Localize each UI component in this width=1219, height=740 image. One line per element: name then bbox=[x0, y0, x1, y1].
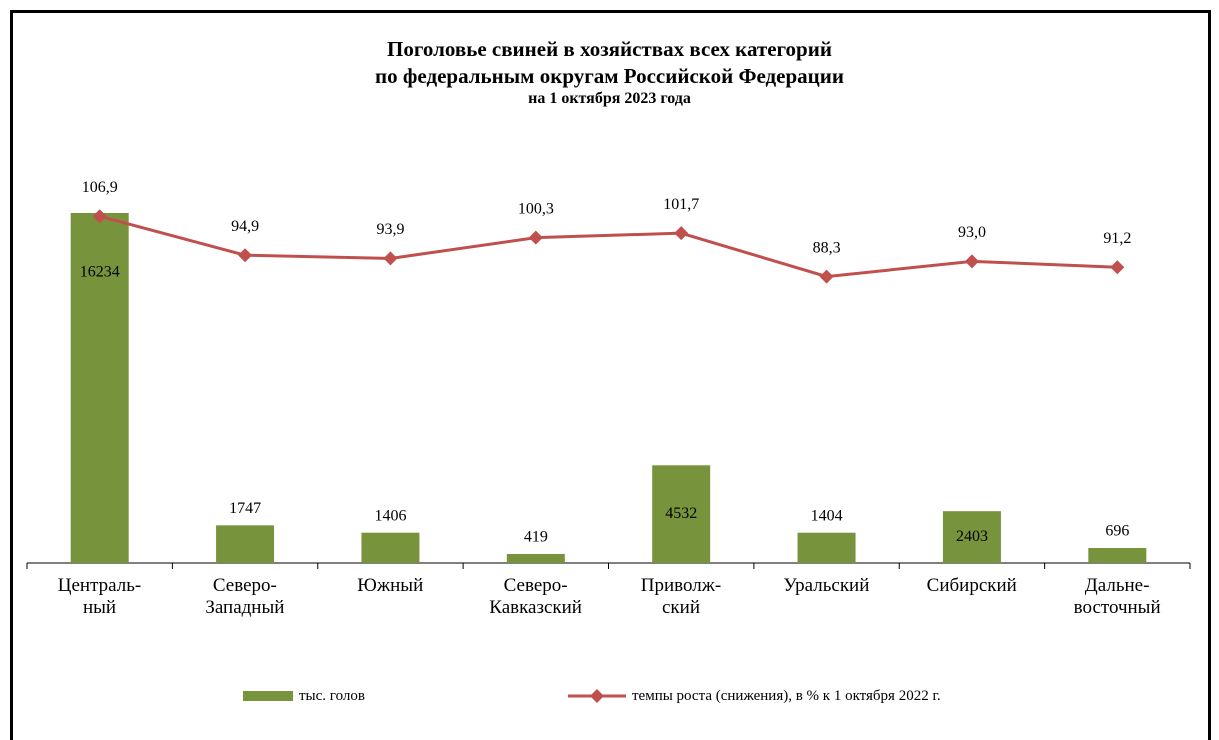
line bbox=[99, 214, 1118, 279]
bar bbox=[942, 511, 1001, 563]
x-tick-label: Северо- Кавказский bbox=[489, 575, 582, 618]
legend-marker bbox=[590, 689, 604, 703]
marker bbox=[383, 251, 398, 266]
legend-label: тыс. голов bbox=[299, 688, 365, 704]
marker bbox=[238, 248, 253, 263]
marker bbox=[964, 254, 979, 269]
data-label: 16234 bbox=[80, 264, 120, 281]
chart-subtitle: на 1 октября 2023 года bbox=[528, 90, 691, 107]
data-label: 93,0 bbox=[958, 224, 986, 241]
marker bbox=[674, 226, 689, 241]
data-label: 94,9 bbox=[231, 218, 259, 235]
data-label: 1747 bbox=[229, 500, 261, 517]
data-label: 101,7 bbox=[663, 196, 699, 213]
data-label: 1404 bbox=[811, 507, 843, 524]
data-label: 2403 bbox=[956, 528, 988, 545]
chart-title: Поголовье свиней в хозяйствах всех катег… bbox=[375, 37, 844, 88]
frame bbox=[10, 10, 1211, 740]
marker bbox=[92, 209, 107, 224]
data-label: 93,9 bbox=[376, 221, 404, 238]
bar bbox=[361, 532, 420, 563]
data-label: 696 bbox=[1105, 523, 1129, 540]
bar bbox=[216, 525, 275, 563]
data-label: 106,9 bbox=[82, 179, 118, 196]
x-tick-label: Дальне- восточный bbox=[1073, 575, 1161, 618]
data-label: 1406 bbox=[374, 507, 406, 524]
bar bbox=[70, 212, 129, 563]
data-label: 88,3 bbox=[813, 239, 841, 256]
bar bbox=[652, 465, 711, 563]
bar bbox=[506, 553, 565, 563]
x-tick-label: Сибирский bbox=[926, 575, 1017, 596]
data-label: 91,2 bbox=[1103, 230, 1131, 247]
data-label: 4532 bbox=[665, 505, 697, 522]
x-tick-label: Южный bbox=[357, 575, 424, 596]
marker bbox=[1110, 260, 1125, 275]
bar bbox=[1088, 547, 1147, 563]
data-label: 419 bbox=[524, 529, 548, 546]
marker bbox=[819, 269, 834, 284]
data-label: 100,3 bbox=[518, 200, 554, 217]
x-tick-label: Северо- Западный bbox=[205, 575, 285, 618]
x-tick-label: Приволж- ский bbox=[640, 575, 722, 618]
legend-swatch bbox=[243, 691, 293, 701]
marker bbox=[528, 230, 543, 245]
bar bbox=[797, 532, 856, 563]
x-tick-label: Централь- ный bbox=[57, 575, 142, 618]
x-tick-label: Уральский bbox=[783, 575, 870, 596]
legend-label: темпы роста (снижения), в % к 1 октября … bbox=[632, 688, 941, 704]
